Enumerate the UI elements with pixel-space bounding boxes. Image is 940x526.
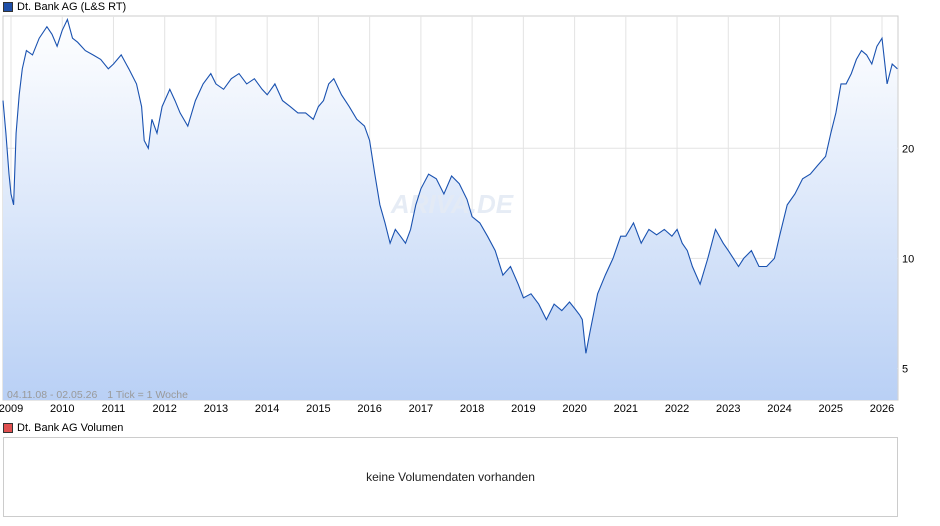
watermark: ARIVA.DE — [390, 189, 514, 219]
volume-message: keine Volumendaten vorhanden — [366, 470, 535, 484]
x-tick-label: 2018 — [460, 403, 484, 415]
range-note: 04.11.08 - 02.05.26 — [7, 389, 97, 401]
x-tick-label: 2023 — [716, 403, 740, 415]
legend-volume-swatch — [3, 423, 13, 433]
y-tick-label: 20 — [902, 143, 914, 155]
legend-price-label: Dt. Bank AG (L&S RT) — [17, 1, 127, 13]
x-axis: 2009 2010 2011 2012 2013 2014 2015 2016 2017 2018… — [0, 403, 894, 415]
x-tick-label: 2024 — [767, 403, 791, 415]
x-tick-label: 2014 — [255, 403, 279, 415]
price-line — [2, 17, 898, 354]
x-tick-label: 2021 — [614, 403, 638, 415]
tick-note: 1 Tick = 1 Woche — [107, 389, 188, 401]
x-tick-label: 2009 — [0, 403, 23, 415]
x-tick-label: 2013 — [204, 403, 228, 415]
legend-price-swatch — [3, 2, 13, 12]
date-range-note: 04.11.08 - 02.05.26 1 Tick = 1 Woche — [7, 389, 188, 401]
x-tick-label: 2010 — [50, 403, 74, 415]
x-tick-label: 2016 — [357, 403, 381, 415]
legend-price: Dt. Bank AG (L&S RT) — [3, 0, 126, 14]
x-tick-label: 2020 — [562, 403, 586, 415]
x-tick-label: 2026 — [870, 403, 894, 415]
x-tick-label: 2015 — [306, 403, 330, 415]
y-axis: 5 10 20 — [902, 143, 914, 375]
x-tick-label: 2022 — [665, 403, 689, 415]
legend-volume-label: Dt. Bank AG Volumen — [17, 422, 124, 434]
y-tick-label: 5 — [902, 363, 908, 375]
x-tick-label: 2025 — [819, 403, 843, 415]
x-tick-label: 2011 — [102, 403, 126, 415]
volume-panel: keine Volumendaten vorhanden — [3, 437, 898, 517]
x-tick-label: 2017 — [409, 403, 433, 415]
x-tick-label: 2012 — [152, 403, 176, 415]
legend-volume: Dt. Bank AG Volumen — [3, 421, 123, 435]
y-tick-label: 10 — [902, 253, 914, 265]
price-area — [3, 19, 898, 400]
x-tick-label: 2019 — [511, 403, 535, 415]
